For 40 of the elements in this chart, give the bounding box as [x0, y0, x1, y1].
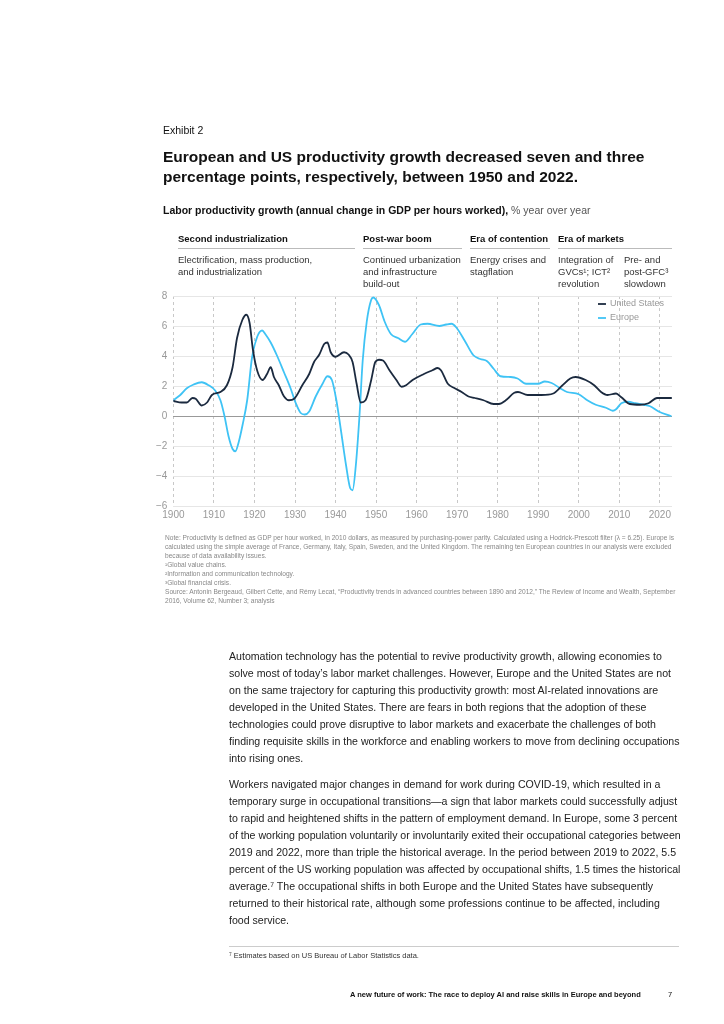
x-tick-label: 1970	[446, 508, 469, 520]
x-tick-label: 1950	[364, 508, 388, 520]
text: Integration of GVCs¹; ICT² revolution	[558, 254, 615, 290]
text: Workers navigated major changes in demand for work during COVID-19, which resulted in a temporary surge in occupational transitions—a sign that labor markets could successfully adjust to rapid and heightened shifts in the pattern of employment demand. In Europe, some 3 percent of the working population voluntarily or involuntarily exited their occupational categories between 2019 and 2022, more than triple the historical average. In the period between 2019 to 2022, 5.5 percent of the US working population was affected by occupational shifts, 1.5 times the historical average.⁷ The occupational shifts in both Europe and the United States have subsequently returned to their historical rate, although some professions continue to be affected, including food service.	[229, 778, 681, 926]
y-tick-label: −4	[156, 469, 168, 481]
x-tick-label: 1990	[527, 508, 550, 520]
y-tick-label: −2	[156, 439, 168, 451]
text: Exhibit 2	[163, 124, 204, 136]
y-tick-label: 6	[161, 319, 168, 331]
text: Automation technology has the potential to revive productivity growth, allowing economies to solve most of today’s labor market challenges. However, Europe and the United States are not on the same trajectory for capturing this productivity growth: most AI-related innovations are developed in the United States. There are fears in both regions that the adoption of these technologies could prove disruptive to labor markets and exacerbate the challenges of both finding requisite skills in the workforce and enabling workers to move from declining occupations into rising ones.	[229, 649, 681, 766]
text: Second industrialization	[178, 233, 355, 249]
y-tick-label: 0	[161, 409, 168, 421]
x-tick-label: 1910	[202, 508, 226, 520]
legend-label: Europe	[609, 312, 639, 323]
legend-label: United States	[609, 298, 665, 309]
text: Continued urbanization and infrastructure build-out	[363, 254, 462, 290]
x-tick-label: 1960	[405, 508, 429, 520]
text: Energy crises and stagflation	[470, 254, 548, 278]
x-tick-label: 1980	[486, 508, 510, 520]
x-tick-label: 2020	[648, 508, 672, 520]
x-tick-label: 2010	[608, 508, 631, 520]
x-tick-label: 1900	[162, 508, 185, 520]
text: % year over year	[511, 204, 591, 216]
y-tick-label: 4	[161, 349, 168, 361]
line-series	[173, 313, 672, 407]
text: Post-war boom	[363, 233, 462, 249]
text: Era of markets	[558, 233, 672, 249]
chart-subtitle: Labor productivity growth (annual change in GDP per hours worked),	[163, 204, 509, 216]
text: Pre- and post-GFC³ slowdown	[624, 254, 670, 290]
y-tick-label: 2	[161, 379, 168, 391]
chart-title: European and US productivity growth decreased seven and three percentage points, respectively, between 1950 and 2022.	[163, 147, 646, 187]
x-tick-label: 1930	[283, 508, 307, 520]
x-tick-label: 1940	[324, 508, 348, 520]
y-tick-label: 8	[161, 289, 168, 301]
y-tick-label: −6	[156, 499, 168, 511]
x-tick-label: 2000	[567, 508, 591, 520]
x-tick-label: 1920	[243, 508, 267, 520]
line-series	[173, 296, 672, 492]
text: Electrification, mass production, and industrialization	[178, 254, 313, 278]
text: Era of contention	[470, 233, 550, 249]
